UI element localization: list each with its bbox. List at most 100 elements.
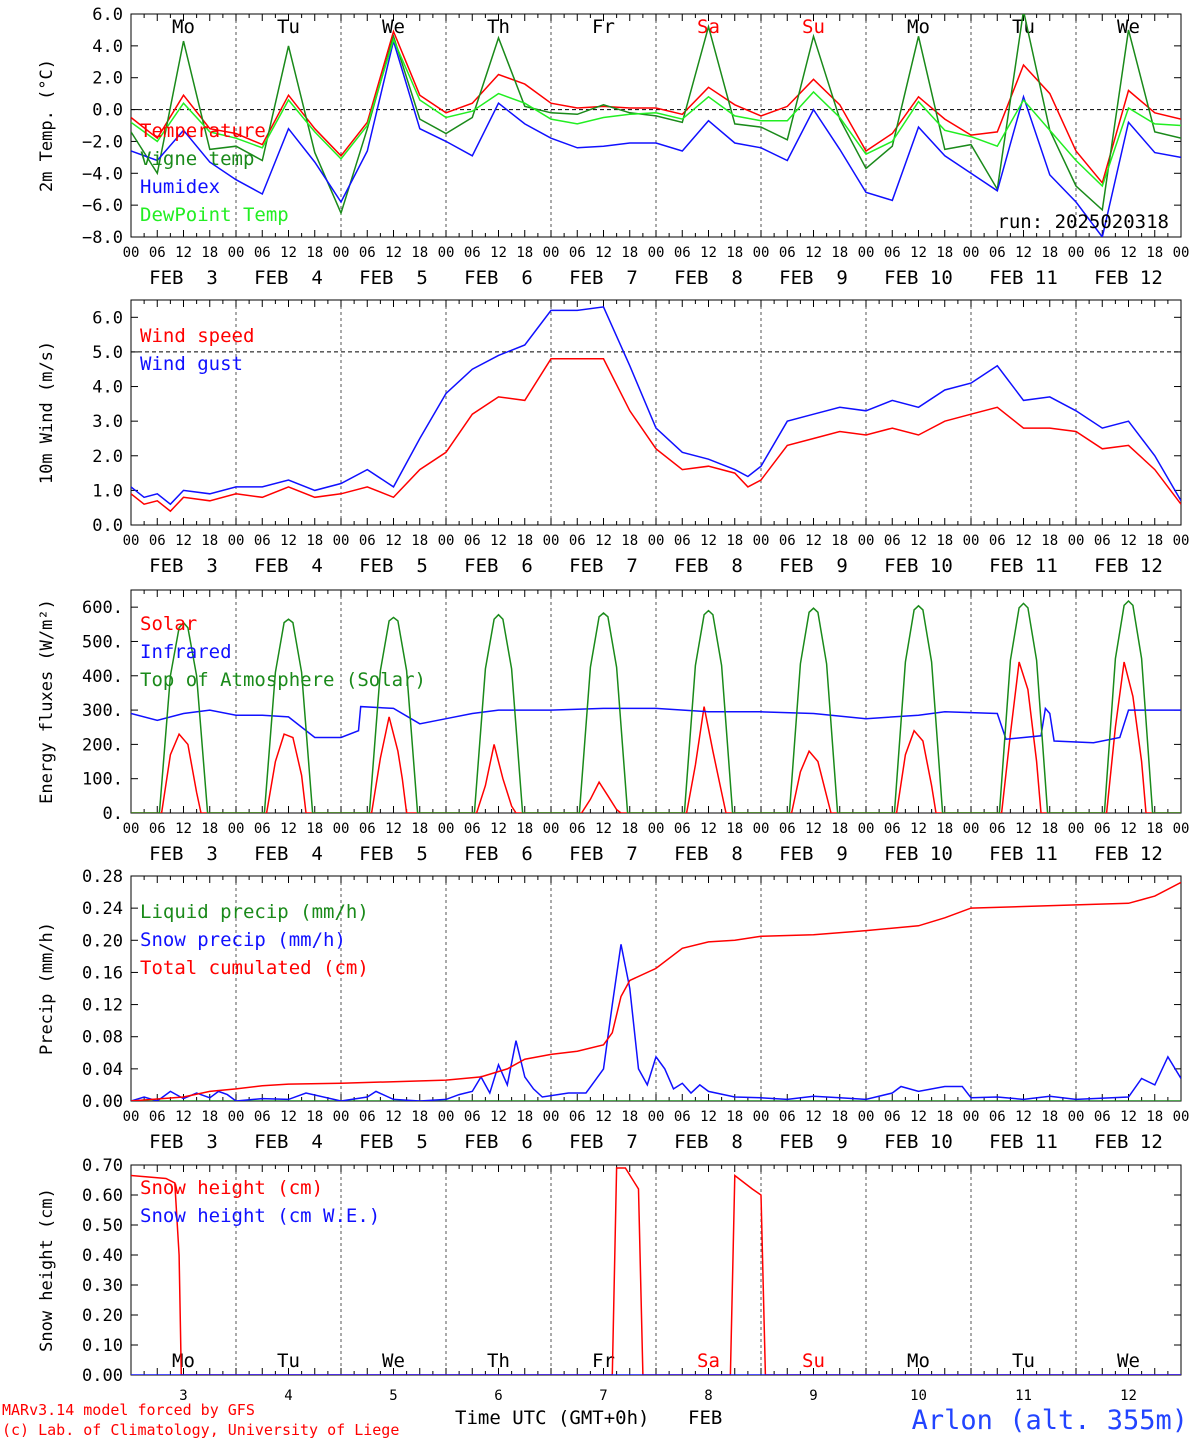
hour-tick-label: 00 xyxy=(228,533,245,549)
hour-tick-label: 00 xyxy=(648,245,665,261)
day-label: FEB 10 xyxy=(884,843,953,865)
weekday-label: Su xyxy=(802,1350,825,1372)
hour-tick-label: 18 xyxy=(516,533,533,549)
hour-tick-label: 00 xyxy=(1173,821,1190,837)
hour-tick-label: 12 xyxy=(910,533,927,549)
hour-tick-label: 12 xyxy=(595,1109,612,1125)
day-label: FEB 4 xyxy=(254,843,323,865)
y-tick-label: 2.0 xyxy=(92,69,123,89)
weekday-label: Mo xyxy=(172,16,195,38)
hour-tick-label: 18 xyxy=(1146,533,1163,549)
y-tick-label: 0.04 xyxy=(82,1060,123,1080)
legend-entry: Wind gust xyxy=(140,353,243,375)
weekday-label: Sa xyxy=(697,1350,720,1372)
hour-tick-label: 00 xyxy=(753,1109,770,1125)
legend-entry: Snow precip (mm/h) xyxy=(140,929,346,951)
hour-tick-label: 12 xyxy=(700,245,717,261)
hour-tick-label: 12 xyxy=(1120,533,1137,549)
y-axis-label: 2m Temp. (°C) xyxy=(37,59,57,192)
hour-tick-label: 18 xyxy=(1146,245,1163,261)
hour-tick-label: 12 xyxy=(910,821,927,837)
y-tick-label: 0.28 xyxy=(82,867,123,887)
hour-tick-label: 06 xyxy=(464,821,481,837)
hour-tick-label: 00 xyxy=(228,1109,245,1125)
hour-tick-label: 06 xyxy=(464,1109,481,1125)
hour-tick-label: 12 xyxy=(910,245,927,261)
day-label: FEB 11 xyxy=(989,555,1058,577)
hour-tick-label: 00 xyxy=(648,533,665,549)
y-tick-label: 6.0 xyxy=(92,5,123,25)
legend-entry: Liquid precip (mm/h) xyxy=(140,901,369,923)
hour-tick-label: 12 xyxy=(1120,821,1137,837)
day-label: FEB 11 xyxy=(989,1131,1058,1153)
day-label: FEB 4 xyxy=(254,555,323,577)
hour-tick-label: 00 xyxy=(123,1109,140,1125)
hour-tick-label: 00 xyxy=(753,245,770,261)
hour-tick-label: 18 xyxy=(411,1109,428,1125)
hour-tick-label: 06 xyxy=(254,821,271,837)
hour-tick-label: 06 xyxy=(569,245,586,261)
hour-tick-label: 18 xyxy=(411,533,428,549)
hour-tick-label: 12 xyxy=(805,1109,822,1125)
y-tick-label: 0.50 xyxy=(82,1216,123,1236)
hour-tick-label: 12 xyxy=(385,821,402,837)
hour-tick-label: 12 xyxy=(490,1109,507,1125)
plot-frame xyxy=(130,589,1182,814)
hour-tick-label: 06 xyxy=(359,1109,376,1125)
hour-tick-label: 00 xyxy=(1173,1109,1190,1125)
hour-tick-label: 18 xyxy=(621,533,638,549)
hour-tick-label: 18 xyxy=(306,1109,323,1125)
day-label: FEB 8 xyxy=(674,1131,743,1153)
day-label: FEB 10 xyxy=(884,555,953,577)
hour-tick-label: 18 xyxy=(936,821,953,837)
day-number-label: 10 xyxy=(910,1388,927,1404)
hour-tick-label: 00 xyxy=(543,821,560,837)
hour-tick-label: 06 xyxy=(884,533,901,549)
hour-tick-label: 18 xyxy=(201,533,218,549)
hour-tick-label: 18 xyxy=(936,245,953,261)
hour-tick-label: 12 xyxy=(490,245,507,261)
day-label: FEB 7 xyxy=(569,555,638,577)
time-axis-month: FEB xyxy=(688,1407,722,1429)
hour-tick-label: 00 xyxy=(438,245,455,261)
weekday-label: Th xyxy=(487,16,510,38)
y-tick-label: 4.0 xyxy=(92,37,123,57)
chart-panel-2: 6.0 5.0 4.0 3.0 2.0 1.0 0.0 10m Wind (m/s) 00 06 1… xyxy=(37,299,1189,577)
hour-tick-label: 12 xyxy=(385,245,402,261)
hour-tick-label: 12 xyxy=(595,821,612,837)
hour-tick-label: 06 xyxy=(989,1109,1006,1125)
plot-frame xyxy=(130,299,1182,526)
day-label: FEB 5 xyxy=(359,1131,428,1153)
hour-tick-label: 06 xyxy=(359,533,376,549)
y-tick-label: 0.24 xyxy=(82,899,123,919)
y-tick-label: 3.0 xyxy=(92,412,123,432)
hour-tick-label: 00 xyxy=(438,533,455,549)
hour-tick-label: 06 xyxy=(674,245,691,261)
hour-tick-label: 12 xyxy=(700,533,717,549)
weekday-label: Fr xyxy=(592,1350,615,1372)
day-number-label: 8 xyxy=(704,1388,712,1404)
hour-tick-label: 12 xyxy=(1015,533,1032,549)
weekday-label: We xyxy=(1117,1350,1140,1372)
hour-tick-label: 18 xyxy=(411,821,428,837)
hour-tick-label: 00 xyxy=(1068,821,1085,837)
y-axis-label: 10m Wind (m/s) xyxy=(37,341,57,484)
day-label: FEB 8 xyxy=(674,843,743,865)
series-line-dewpoint-temp xyxy=(131,37,1181,188)
day-label: FEB 9 xyxy=(779,555,848,577)
hour-tick-label: 00 xyxy=(228,245,245,261)
hour-tick-label: 18 xyxy=(621,245,638,261)
hour-tick-label: 18 xyxy=(201,1109,218,1125)
day-label: FEB 10 xyxy=(884,1131,953,1153)
hour-tick-label: 06 xyxy=(989,245,1006,261)
hour-tick-label: 12 xyxy=(1015,1109,1032,1125)
hour-tick-label: 12 xyxy=(175,1109,192,1125)
y-tick-label: 0.12 xyxy=(82,996,123,1016)
hour-tick-label: 18 xyxy=(1146,821,1163,837)
hour-tick-label: 00 xyxy=(1173,245,1190,261)
hour-tick-label: 12 xyxy=(1120,245,1137,261)
hour-tick-label: 18 xyxy=(936,533,953,549)
day-label: FEB 7 xyxy=(569,1131,638,1153)
hour-tick-label: 12 xyxy=(805,245,822,261)
hour-tick-label: 06 xyxy=(884,245,901,261)
